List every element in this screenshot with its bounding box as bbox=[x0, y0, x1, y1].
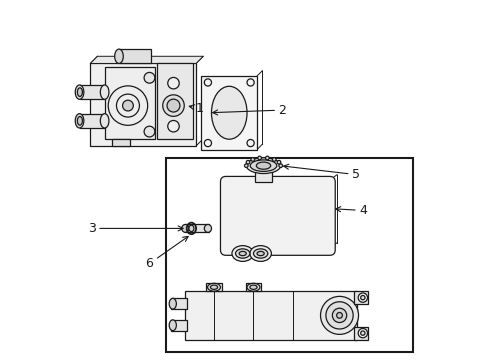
Text: 3: 3 bbox=[88, 222, 183, 235]
Ellipse shape bbox=[246, 283, 260, 291]
Bar bbox=[245, 283, 261, 291]
Text: 5: 5 bbox=[283, 164, 359, 181]
Ellipse shape bbox=[249, 285, 257, 289]
Ellipse shape bbox=[182, 225, 188, 232]
Text: 1: 1 bbox=[189, 102, 203, 115]
Ellipse shape bbox=[204, 225, 211, 232]
Circle shape bbox=[325, 302, 352, 329]
Bar bbox=[206, 283, 222, 291]
Circle shape bbox=[257, 156, 261, 160]
Circle shape bbox=[357, 293, 367, 302]
Bar bbox=[112, 139, 129, 146]
Circle shape bbox=[246, 79, 254, 86]
Circle shape bbox=[278, 164, 282, 167]
Circle shape bbox=[332, 308, 346, 323]
Circle shape bbox=[204, 139, 211, 147]
Ellipse shape bbox=[210, 285, 217, 289]
Ellipse shape bbox=[249, 246, 271, 261]
Circle shape bbox=[122, 100, 133, 111]
Text: 6: 6 bbox=[145, 237, 188, 270]
Ellipse shape bbox=[256, 162, 270, 169]
Bar bbox=[353, 291, 367, 304]
Circle shape bbox=[320, 296, 358, 334]
Ellipse shape bbox=[169, 298, 176, 309]
Circle shape bbox=[277, 161, 280, 164]
Ellipse shape bbox=[115, 49, 123, 63]
Circle shape bbox=[265, 156, 268, 160]
Ellipse shape bbox=[75, 114, 83, 128]
Bar bbox=[80, 114, 104, 128]
Ellipse shape bbox=[77, 88, 82, 96]
Circle shape bbox=[246, 139, 254, 147]
Ellipse shape bbox=[250, 160, 276, 171]
Ellipse shape bbox=[207, 283, 220, 291]
Circle shape bbox=[144, 72, 155, 83]
Ellipse shape bbox=[169, 320, 176, 330]
Bar bbox=[90, 63, 196, 146]
Circle shape bbox=[245, 161, 249, 164]
Circle shape bbox=[360, 331, 364, 335]
Bar bbox=[104, 67, 155, 139]
Bar bbox=[171, 298, 187, 309]
Circle shape bbox=[167, 121, 179, 132]
Ellipse shape bbox=[100, 114, 109, 128]
Polygon shape bbox=[90, 56, 203, 63]
Ellipse shape bbox=[100, 85, 109, 99]
FancyBboxPatch shape bbox=[220, 176, 335, 255]
Bar bbox=[80, 85, 104, 99]
Ellipse shape bbox=[246, 158, 280, 174]
Ellipse shape bbox=[257, 251, 264, 256]
Ellipse shape bbox=[188, 225, 194, 231]
Circle shape bbox=[167, 77, 179, 89]
Bar bbox=[185, 291, 357, 339]
Circle shape bbox=[357, 328, 367, 338]
Circle shape bbox=[144, 126, 155, 137]
Bar bbox=[119, 49, 151, 63]
Bar bbox=[201, 76, 257, 149]
Ellipse shape bbox=[77, 117, 82, 125]
Circle shape bbox=[250, 158, 254, 161]
Ellipse shape bbox=[239, 251, 246, 256]
Bar bbox=[171, 320, 187, 330]
Bar bbox=[254, 171, 272, 182]
Bar bbox=[165, 158, 412, 352]
Circle shape bbox=[167, 99, 180, 112]
Bar bbox=[353, 327, 367, 339]
Circle shape bbox=[244, 164, 247, 167]
Bar bbox=[156, 63, 192, 139]
Circle shape bbox=[360, 296, 364, 300]
Bar bbox=[185, 225, 208, 232]
Circle shape bbox=[163, 95, 184, 116]
Text: 4: 4 bbox=[335, 204, 366, 217]
Circle shape bbox=[204, 79, 211, 86]
Ellipse shape bbox=[211, 86, 246, 139]
Ellipse shape bbox=[231, 246, 253, 261]
Circle shape bbox=[272, 158, 275, 161]
Ellipse shape bbox=[75, 85, 83, 99]
Ellipse shape bbox=[235, 249, 249, 258]
Ellipse shape bbox=[253, 249, 267, 258]
Text: 2: 2 bbox=[212, 104, 286, 117]
Circle shape bbox=[336, 312, 342, 318]
